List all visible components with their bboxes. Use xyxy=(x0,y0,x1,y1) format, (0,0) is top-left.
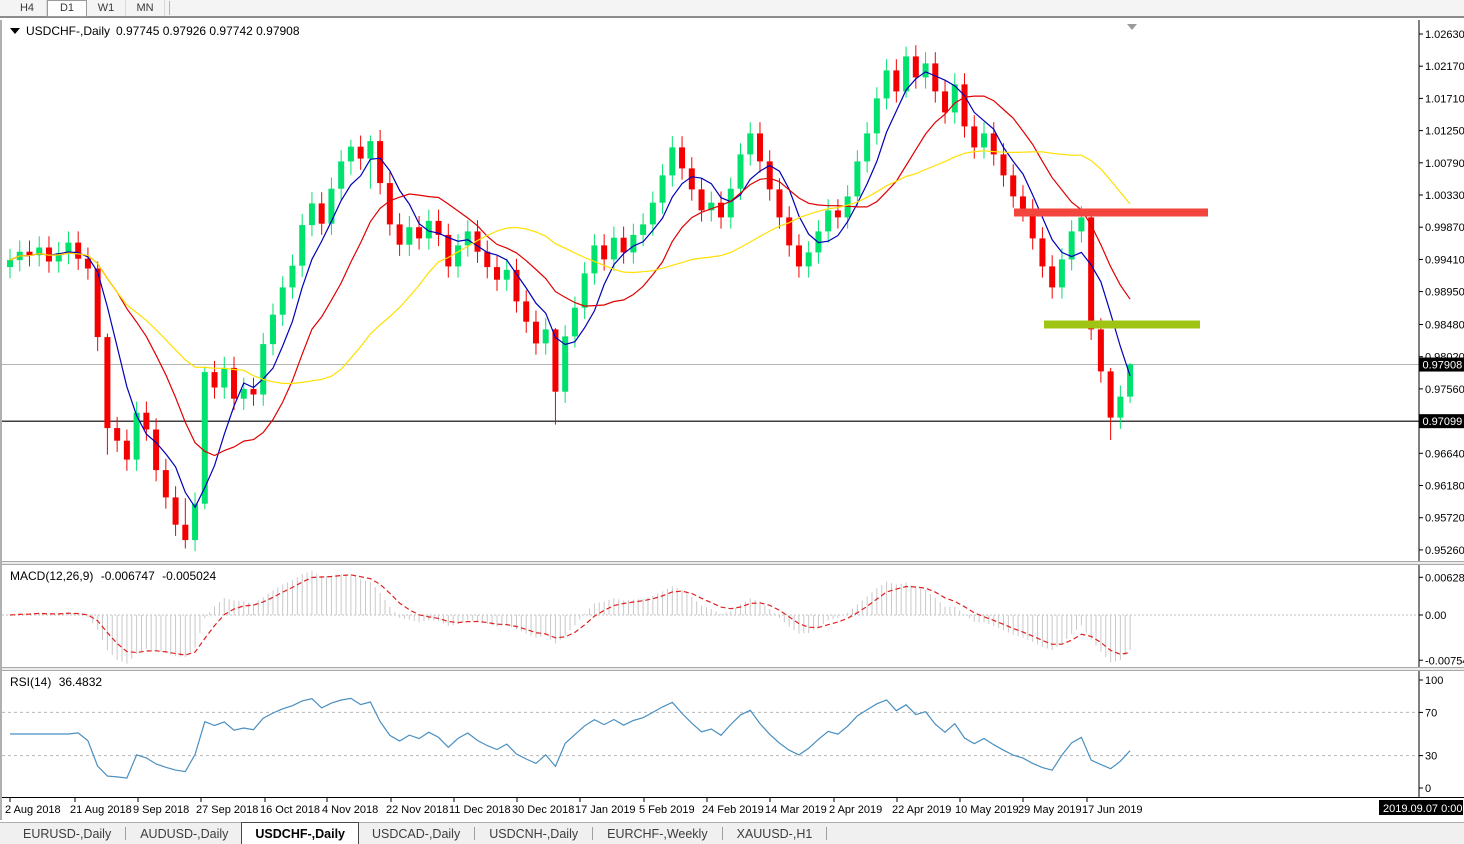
svg-text:1.01710: 1.01710 xyxy=(1425,93,1464,105)
time-axis-canvas[interactable]: 2 Aug 2018 21 Aug 2018 9 Sep 2018 27 Sep 20… xyxy=(2,797,1464,820)
svg-text:0.99410: 0.99410 xyxy=(1425,254,1464,266)
tab-eurusd-daily[interactable]: EURUSD-,Daily xyxy=(23,827,112,841)
svg-text:100: 100 xyxy=(1425,675,1443,687)
price-pane-canvas[interactable]: 1.02630 1.02170 1.01710 1.01250 1.00790 1.003… xyxy=(2,20,1464,561)
svg-text:0.006282: 0.006282 xyxy=(1425,572,1464,584)
svg-text:22 Apr 2019: 22 Apr 2019 xyxy=(892,804,951,816)
svg-text:0.00: 0.00 xyxy=(1425,610,1446,622)
svg-text:10 May 2019: 10 May 2019 xyxy=(955,804,1019,816)
svg-text:0.98950: 0.98950 xyxy=(1425,287,1464,299)
price-pane[interactable]: 1.02630 1.02170 1.01710 1.01250 1.00790 1.003… xyxy=(2,20,1464,561)
svg-text:1.00330: 1.00330 xyxy=(1425,190,1464,202)
svg-text:2 Apr 2019: 2 Apr 2019 xyxy=(829,804,882,816)
chart-window: 1.02630 1.02170 1.01710 1.01250 1.00790 1.003… xyxy=(0,20,1464,820)
timeframe-button-d1[interactable]: D1 xyxy=(47,0,87,17)
svg-text:17 Jan 2019: 17 Jan 2019 xyxy=(575,804,636,816)
time-axis[interactable]: 2 Aug 2018 21 Aug 2018 9 Sep 2018 27 Sep 20… xyxy=(2,797,1464,820)
svg-text:1.00790: 1.00790 xyxy=(1425,158,1464,170)
tab-usdcad-daily[interactable]: USDCAD-,Daily xyxy=(372,827,461,841)
tab-separator xyxy=(826,827,828,840)
svg-text:9 Sep 2018: 9 Sep 2018 xyxy=(133,804,189,816)
indicator-label-macd: MACD(12,26,9) -0.006747 -0.005024 xyxy=(10,569,220,583)
svg-text:30 Dec 2018: 30 Dec 2018 xyxy=(512,804,574,816)
svg-text:22 Nov 2018: 22 Nov 2018 xyxy=(386,804,448,816)
svg-text:0: 0 xyxy=(1425,783,1431,795)
svg-text:0.97908: 0.97908 xyxy=(1423,360,1463,372)
svg-text:2019.09.07 0:00: 2019.09.07 0:00 xyxy=(1383,803,1463,815)
svg-text:14 Mar 2019: 14 Mar 2019 xyxy=(765,804,827,816)
svg-text:30: 30 xyxy=(1425,751,1437,763)
tab-usdcnh-daily[interactable]: USDCNH-,Daily xyxy=(489,827,579,841)
svg-text:0.96180: 0.96180 xyxy=(1425,481,1464,493)
timeframe-toolbar: H4 D1 W1 MN xyxy=(0,0,1464,18)
tab-xauusd-h1[interactable]: XAUUSD-,H1 xyxy=(736,827,813,841)
toolbar-separator xyxy=(169,1,170,15)
svg-text:0.95260: 0.95260 xyxy=(1425,545,1464,557)
macd-value-signal: -0.005024 xyxy=(162,569,217,583)
svg-text:5 Feb 2019: 5 Feb 2019 xyxy=(639,804,695,816)
timeframe-button-h4[interactable]: H4 xyxy=(8,0,47,16)
svg-text:27 Sep 2018: 27 Sep 2018 xyxy=(196,804,258,816)
svg-text:21 Aug 2018: 21 Aug 2018 xyxy=(70,804,132,816)
chart-title: USDCHF-,Daily 0.97745 0.97926 0.97742 0.… xyxy=(10,24,300,38)
rsi-pane[interactable]: 100 70 30 0 RSI(14) 36.4832 xyxy=(2,671,1464,797)
symbol-tabbar: EURUSD-,Daily AUDUSD-,Daily USDCHF-,Dail… xyxy=(0,822,1464,844)
svg-text:11 Dec 2018: 11 Dec 2018 xyxy=(449,804,511,816)
rsi-name: RSI(14) xyxy=(10,675,52,689)
chart-title-symbol: USDCHF-,Daily xyxy=(26,24,110,38)
svg-text:2 Aug 2018: 2 Aug 2018 xyxy=(5,804,61,816)
macd-value-main: -0.006747 xyxy=(100,569,155,583)
svg-text:0.98480: 0.98480 xyxy=(1425,320,1464,332)
svg-text:0.99870: 0.99870 xyxy=(1425,222,1464,234)
svg-text:-0.007542: -0.007542 xyxy=(1425,655,1464,667)
tab-eurchf-weekly[interactable]: EURCHF-,Weekly xyxy=(607,827,708,841)
svg-text:16 Oct 2018: 16 Oct 2018 xyxy=(260,804,320,816)
timeframe-button-mn[interactable]: MN xyxy=(126,0,165,16)
indicator-label-rsi: RSI(14) 36.4832 xyxy=(10,675,106,689)
macd-name: MACD(12,26,9) xyxy=(10,569,94,583)
rsi-pane-canvas[interactable]: 100 70 30 0 xyxy=(2,671,1464,797)
svg-text:1.02630: 1.02630 xyxy=(1425,29,1464,41)
svg-text:70: 70 xyxy=(1425,707,1437,719)
tab-usdchf-daily[interactable]: USDCHF-,Daily xyxy=(241,822,359,844)
pane-splitter-macd[interactable] xyxy=(2,561,1464,565)
svg-text:0.95720: 0.95720 xyxy=(1425,513,1464,525)
svg-text:1.01250: 1.01250 xyxy=(1425,126,1464,138)
timeframe-button-w1[interactable]: W1 xyxy=(87,0,126,16)
svg-text:17 Jun 2019: 17 Jun 2019 xyxy=(1082,804,1143,816)
svg-text:24 Feb 2019: 24 Feb 2019 xyxy=(702,804,764,816)
svg-text:29 May 2019: 29 May 2019 xyxy=(1018,804,1082,816)
tab-separator xyxy=(474,827,476,840)
pane-splitter-rsi[interactable] xyxy=(2,667,1464,671)
tab-separator xyxy=(721,827,723,840)
svg-text:1.02170: 1.02170 xyxy=(1425,61,1464,73)
svg-text:0.96640: 0.96640 xyxy=(1425,448,1464,460)
macd-pane[interactable]: 0.006282 0.00 -0.007542 MACD(12,26,9) -0.0… xyxy=(2,565,1464,667)
svg-text:0.97099: 0.97099 xyxy=(1423,416,1463,428)
rsi-value: 36.4832 xyxy=(58,675,103,689)
chart-title-quotes: 0.97745 0.97926 0.97742 0.97908 xyxy=(116,24,300,38)
macd-pane-canvas[interactable]: 0.006282 0.00 -0.007542 xyxy=(2,565,1464,667)
svg-text:4 Nov 2018: 4 Nov 2018 xyxy=(322,804,378,816)
tab-audusd-daily[interactable]: AUDUSD-,Daily xyxy=(140,827,229,841)
tab-separator xyxy=(592,827,594,840)
tab-separator xyxy=(125,827,127,840)
svg-text:0.97560: 0.97560 xyxy=(1425,384,1464,396)
symbol-dropdown-triangle-icon[interactable] xyxy=(10,28,20,34)
